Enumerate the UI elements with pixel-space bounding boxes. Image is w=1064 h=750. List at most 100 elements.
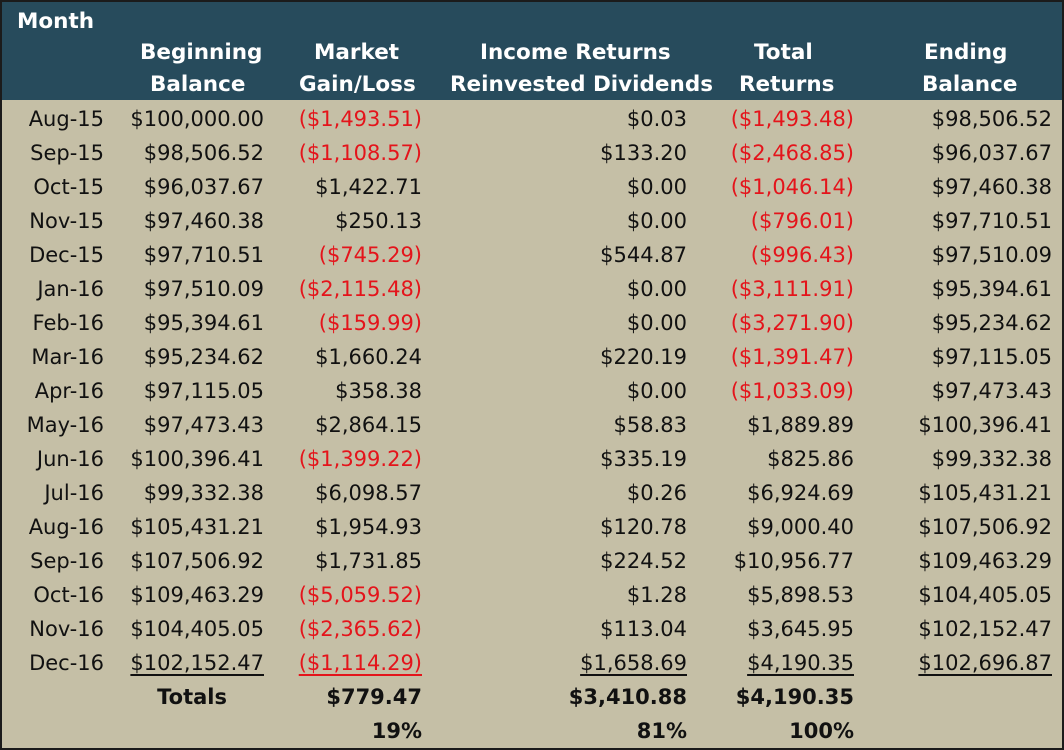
- cell-total-returns: $9,000.40: [747, 515, 854, 539]
- cell-beginning-balance: $102,152.47: [130, 651, 264, 675]
- totals-total: $4,190.35: [735, 685, 854, 709]
- cell-income-returns: $133.20: [600, 141, 687, 165]
- cell-total-returns: ($1,033.09): [730, 379, 854, 403]
- cell-ending-balance: $102,152.47: [918, 617, 1052, 641]
- cell-market-gain-loss: $1,954.93: [315, 515, 422, 539]
- cell-beginning-balance: $96,037.67: [143, 175, 264, 199]
- cell-beginning-balance: $99,332.38: [143, 481, 264, 505]
- cell-income-returns: $120.78: [600, 515, 687, 539]
- cell-ending-balance: $97,473.43: [931, 379, 1052, 403]
- cell-income-returns: $0.00: [626, 277, 687, 301]
- cell-ending-balance: $102,696.87: [918, 651, 1052, 675]
- cell-market-gain-loss: ($159.99): [318, 311, 422, 335]
- cell-ending-balance: $95,394.61: [931, 277, 1052, 301]
- cell-market-gain-loss: ($1,108.57): [298, 141, 422, 165]
- cell-total-returns: ($3,111.91): [730, 277, 854, 301]
- cell-beginning-balance: $97,473.43: [143, 413, 264, 437]
- cell-beginning-balance: $109,463.29: [130, 583, 264, 607]
- cell-beginning-balance: $97,115.05: [143, 379, 264, 403]
- header-market-line1: Market: [314, 40, 400, 65]
- cell-month: Feb-16: [32, 311, 104, 335]
- cell-total-returns: ($796.01): [750, 209, 854, 233]
- cell-month: Jul-16: [44, 481, 104, 505]
- cell-total-returns: $6,924.69: [747, 481, 854, 505]
- cell-income-returns: $113.04: [600, 617, 687, 641]
- header-ending-line2: Balance: [922, 72, 1018, 97]
- cell-ending-balance: $107,506.92: [918, 515, 1052, 539]
- cell-beginning-balance: $97,510.09: [143, 277, 264, 301]
- cell-market-gain-loss: $1,422.71: [315, 175, 422, 199]
- cell-total-returns: ($996.43): [750, 243, 854, 267]
- cell-beginning-balance: $100,000.00: [130, 107, 264, 131]
- percent-total: 100%: [789, 719, 854, 743]
- cell-total-returns: ($1,046.14): [730, 175, 854, 199]
- header-total-line2: Returns: [739, 72, 835, 97]
- totals-income: $3,410.88: [568, 685, 687, 709]
- cell-market-gain-loss: ($1,114.29): [298, 651, 422, 675]
- cell-income-returns: $335.19: [600, 447, 687, 471]
- cell-income-returns: $0.00: [626, 175, 687, 199]
- cell-income-returns: $0.00: [626, 209, 687, 233]
- cell-month: Sep-16: [30, 549, 104, 573]
- cell-total-returns: $5,898.53: [747, 583, 854, 607]
- cell-market-gain-loss: $358.38: [335, 379, 422, 403]
- totals-market: $779.47: [326, 685, 422, 709]
- header-income-line2: Reinvested Dividends: [450, 72, 714, 97]
- cell-income-returns: $58.83: [613, 413, 687, 437]
- cell-month: Oct-16: [33, 583, 104, 607]
- cell-beginning-balance: $105,431.21: [130, 515, 264, 539]
- cell-market-gain-loss: ($2,365.62): [298, 617, 422, 641]
- cell-month: Oct-15: [33, 175, 104, 199]
- table-header: Month Beginning Balance Market Gain/Loss…: [2, 2, 1062, 100]
- cell-month: Sep-15: [30, 141, 104, 165]
- cell-market-gain-loss: ($2,115.48): [298, 277, 422, 301]
- cell-beginning-balance: $97,460.38: [143, 209, 264, 233]
- cell-market-gain-loss: ($1,493.51): [298, 107, 422, 131]
- cell-ending-balance: $96,037.67: [931, 141, 1052, 165]
- cell-beginning-balance: $95,234.62: [143, 345, 264, 369]
- cell-ending-balance: $97,115.05: [931, 345, 1052, 369]
- cell-market-gain-loss: $250.13: [335, 209, 422, 233]
- cell-month: Apr-16: [34, 379, 104, 403]
- cell-month: Jan-16: [37, 277, 104, 301]
- cell-total-returns: ($1,391.47): [730, 345, 854, 369]
- percent-income: 81%: [636, 719, 687, 743]
- cell-month: Mar-16: [31, 345, 104, 369]
- cell-month: Nov-16: [29, 617, 104, 641]
- cell-ending-balance: $97,460.38: [931, 175, 1052, 199]
- cell-income-returns: $224.52: [600, 549, 687, 573]
- cell-income-returns: $544.87: [600, 243, 687, 267]
- cell-month: Aug-15: [28, 107, 104, 131]
- cell-total-returns: ($1,493.48): [730, 107, 854, 131]
- cell-month: Dec-15: [29, 243, 104, 267]
- cell-month: Jun-16: [36, 447, 104, 471]
- header-income-line1: Income Returns: [480, 40, 671, 65]
- percent-market: 19%: [371, 719, 422, 743]
- cell-total-returns: $1,889.89: [747, 413, 854, 437]
- cell-income-returns: $0.26: [626, 481, 687, 505]
- cell-beginning-balance: $100,396.41: [130, 447, 264, 471]
- cell-total-returns: $3,645.95: [747, 617, 854, 641]
- cell-income-returns: $0.00: [626, 311, 687, 335]
- cell-total-returns: $825.86: [767, 447, 854, 471]
- header-ending-line1: Ending: [924, 40, 1008, 65]
- cell-total-returns: $4,190.35: [747, 651, 854, 675]
- cell-market-gain-loss: ($1,399.22): [298, 447, 422, 471]
- header-total-line1: Total: [754, 40, 813, 65]
- header-market-line2: Gain/Loss: [299, 72, 416, 97]
- cell-market-gain-loss: $1,660.24: [315, 345, 422, 369]
- cell-month: May-16: [26, 413, 104, 437]
- cell-beginning-balance: $98,506.52: [143, 141, 264, 165]
- cell-ending-balance: $95,234.62: [931, 311, 1052, 335]
- cell-beginning-balance: $97,710.51: [143, 243, 264, 267]
- cell-ending-balance: $97,710.51: [931, 209, 1052, 233]
- cell-market-gain-loss: $1,731.85: [315, 549, 422, 573]
- cell-income-returns: $0.00: [626, 379, 687, 403]
- cell-beginning-balance: $107,506.92: [130, 549, 264, 573]
- totals-label: Totals: [157, 685, 227, 709]
- cell-ending-balance: $100,396.41: [918, 413, 1052, 437]
- cell-beginning-balance: $95,394.61: [143, 311, 264, 335]
- cell-income-returns: $220.19: [600, 345, 687, 369]
- cell-ending-balance: $109,463.29: [918, 549, 1052, 573]
- cell-market-gain-loss: $2,864.15: [315, 413, 422, 437]
